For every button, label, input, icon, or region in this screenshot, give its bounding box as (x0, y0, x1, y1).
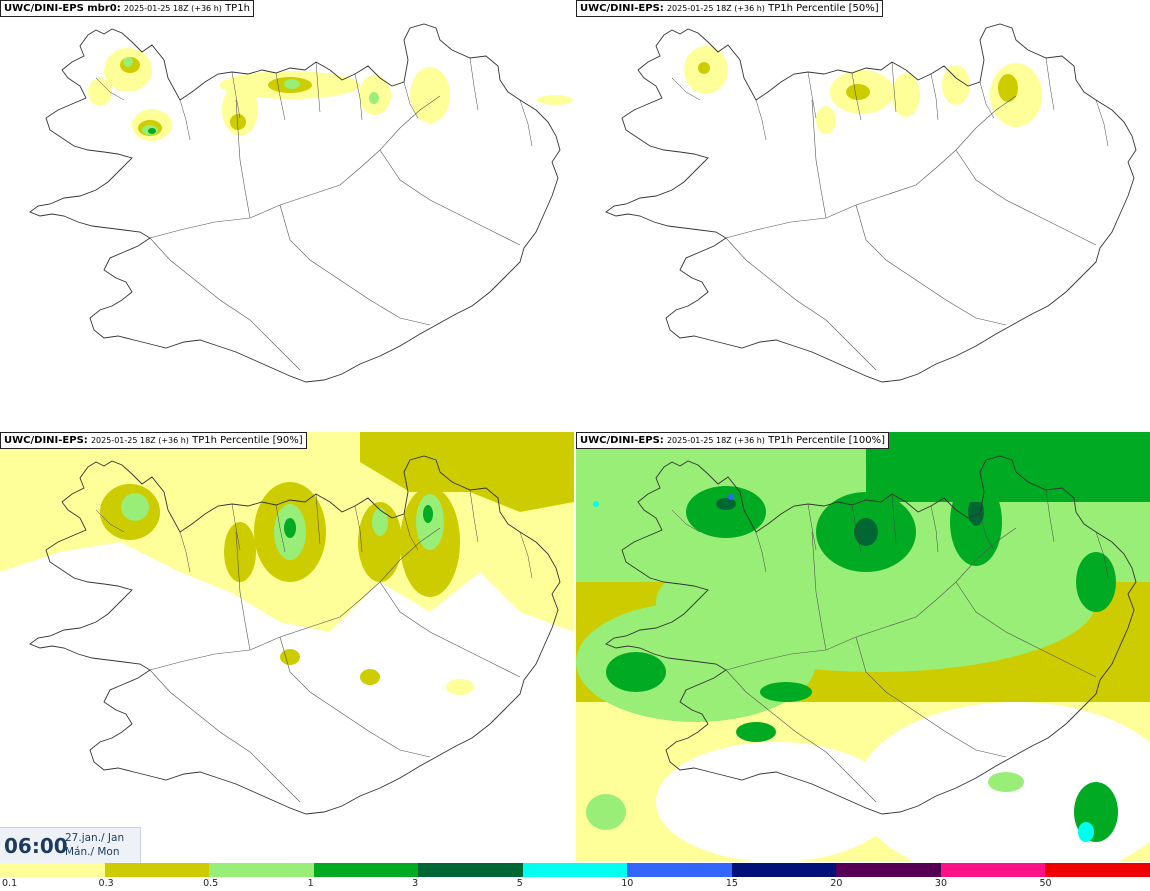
colorbar-tick-label: 30 (934, 878, 947, 889)
colorbar-tick-label: 15 (725, 878, 738, 889)
colorbar-segment (731, 863, 837, 877)
precip-map-p50 (605, 23, 1137, 383)
precip-map-p90 (0, 432, 574, 815)
colorbar-tick-label: 1 (307, 878, 314, 889)
colorbar-tick-label: 10 (621, 878, 634, 889)
colorbar-segment (1045, 863, 1150, 877)
colorbar-segment (0, 863, 105, 877)
precip-field (88, 48, 573, 141)
colorbar-tick-label: 50 (1039, 878, 1052, 889)
precip-field (576, 432, 1150, 861)
colorbar-segment (418, 863, 523, 877)
map-panel-member0: UWC/DINI-EPS mbr0: 2025-01-25 18Z (+36 h… (0, 0, 574, 429)
valid-date: 27.jan./ Jan Mán./ Mon (65, 831, 124, 859)
colorbar-tick-label: 3 (412, 878, 419, 889)
precip-map-p100 (576, 432, 1150, 861)
colorbar-tick-label: 0.5 (203, 878, 219, 889)
weekday-line: Mán./ Mon (65, 846, 120, 858)
valid-time: 06:00 (4, 834, 68, 858)
map-panel-p100: UWC/DINI-EPS: 2025-01-25 18Z (+36 h) TP1… (576, 432, 1150, 861)
colorbar-tick-label: 5 (516, 878, 523, 889)
precip-field (0, 432, 574, 695)
precip-field (684, 46, 1042, 134)
panel-title: UWC/DINI-EPS: 2025-01-25 18Z (+36 h) TP1… (576, 432, 890, 449)
colorbar-segment (104, 863, 210, 877)
colorbar-segment (522, 863, 628, 877)
colorbar-ticks: 0.1 0.3 0.5 1 3 5 10 15 20 30 50 (0, 877, 1150, 891)
colorbar-segment (313, 863, 419, 877)
colorbar (0, 863, 1150, 877)
panel-title: UWC/DINI-EPS mbr0: 2025-01-25 18Z (+36 h… (0, 0, 254, 17)
colorbar-segment (940, 863, 1046, 877)
colorbar-tick-label: 0.3 (98, 878, 114, 889)
date-line: 27.jan./ Jan (65, 832, 125, 844)
colorbar-segment (836, 863, 941, 877)
colorbar-tick-label: 0.1 (2, 878, 18, 889)
map-panel-p90: UWC/DINI-EPS: 2025-01-25 18Z (+36 h) TP1… (0, 432, 574, 861)
colorbar-segment (209, 863, 314, 877)
map-panel-p50: UWC/DINI-EPS: 2025-01-25 18Z (+36 h) TP1… (576, 0, 1150, 429)
valid-time-box: 06:00 27.jan./ Jan Mán./ Mon (0, 827, 141, 864)
panel-title: UWC/DINI-EPS: 2025-01-25 18Z (+36 h) TP1… (576, 0, 883, 17)
precip-map-member0 (29, 23, 573, 383)
panel-title: UWC/DINI-EPS: 2025-01-25 18Z (+36 h) TP1… (0, 432, 307, 449)
colorbar-segment (627, 863, 732, 877)
colorbar-tick-label: 20 (830, 878, 843, 889)
